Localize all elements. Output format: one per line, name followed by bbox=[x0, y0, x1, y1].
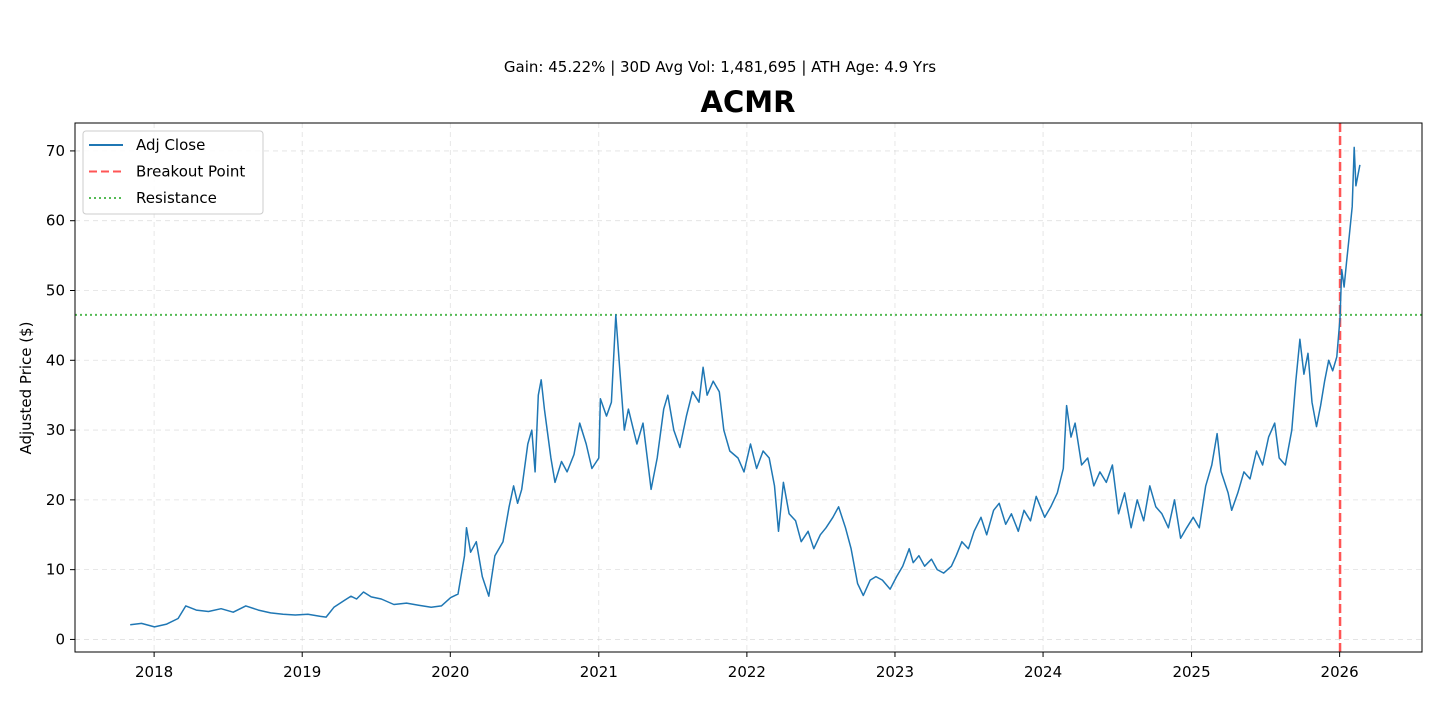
legend-label: Adj Close bbox=[136, 136, 205, 154]
x-tick-label: 2019 bbox=[283, 663, 321, 681]
axis-ticks: 2018 2019 2020 2021 2022 2023 2024 2025 2026 0 10 2… bbox=[46, 142, 1359, 681]
x-tick-label: 2021 bbox=[580, 663, 618, 681]
x-tick-label: 2025 bbox=[1172, 663, 1210, 681]
y-axis-label: Adjusted Price ($) bbox=[17, 321, 35, 454]
grid bbox=[75, 123, 1422, 652]
chart-title: ACMR bbox=[701, 85, 796, 119]
plot-frame bbox=[74, 122, 1423, 653]
y-tick-label: 0 bbox=[55, 630, 65, 648]
x-tick-label: 2024 bbox=[1024, 663, 1062, 681]
legend: Adj Close Breakout Point Resistance bbox=[82, 130, 264, 215]
legend-label: Resistance bbox=[136, 189, 217, 207]
legend-label: Breakout Point bbox=[136, 163, 245, 181]
y-tick-label: 30 bbox=[46, 421, 65, 439]
y-tick-label: 70 bbox=[46, 142, 65, 160]
y-tick-label: 20 bbox=[46, 491, 65, 509]
series-layer bbox=[130, 146, 1361, 628]
x-tick-label: 2026 bbox=[1321, 663, 1359, 681]
reference-lines bbox=[75, 123, 1422, 652]
x-tick-label: 2023 bbox=[876, 663, 914, 681]
y-tick-label: 50 bbox=[46, 281, 65, 299]
x-tick-label: 2018 bbox=[135, 663, 173, 681]
legend-box bbox=[82, 130, 264, 215]
x-tick-label: 2022 bbox=[728, 663, 766, 681]
chart-subtitle: Gain: 45.22% | 30D Avg Vol: 1,481,695 | … bbox=[504, 58, 936, 76]
y-tick-label: 40 bbox=[46, 351, 65, 369]
y-tick-label: 60 bbox=[46, 212, 65, 230]
x-tick-label: 2020 bbox=[431, 663, 469, 681]
y-tick-label: 10 bbox=[46, 561, 65, 579]
price-series-line bbox=[130, 146, 1361, 628]
